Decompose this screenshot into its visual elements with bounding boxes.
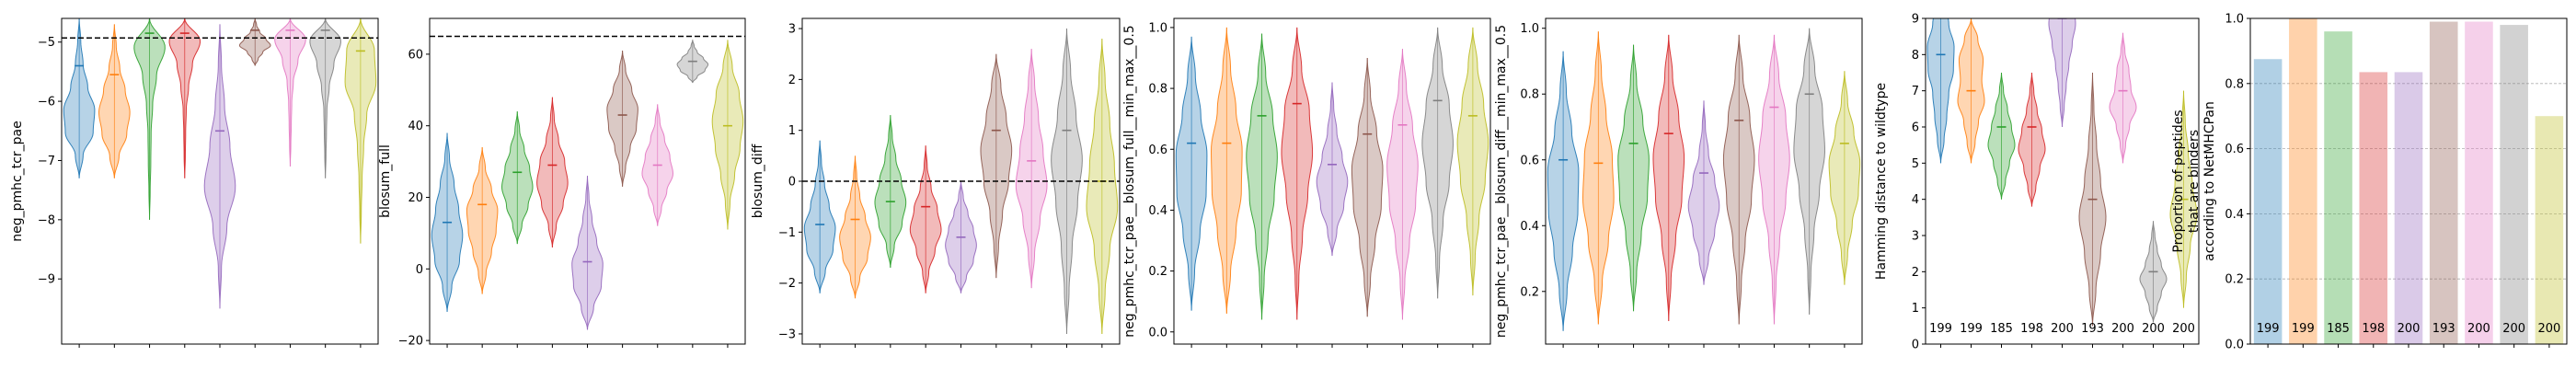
y-tick-label: 1 xyxy=(788,124,796,138)
count-label: 200 xyxy=(2537,322,2560,336)
y-tick-label: 0.6 xyxy=(1148,144,1167,157)
y-tick-label: 2 xyxy=(788,74,796,87)
y-tick-label: 0.2 xyxy=(1520,285,1539,299)
y-tick-label: 0.4 xyxy=(1148,204,1167,218)
bar xyxy=(2394,72,2423,344)
y-tick-label: 0.4 xyxy=(1520,220,1539,234)
y-tick-label: 3 xyxy=(788,23,796,37)
panel-7: 199 199 185 198 200 193 200 200 200 0.0 0.2 0.4 0.6 0… xyxy=(2171,13,2568,352)
plot-area xyxy=(63,18,377,309)
y-tick-label: 1.0 xyxy=(2225,13,2244,27)
y-tick-label: 9 xyxy=(1912,13,1919,27)
y-tick-label: 8 xyxy=(1912,49,1919,63)
plot-area xyxy=(2253,18,2564,344)
y-tick-label: 0.2 xyxy=(1148,265,1167,279)
count-label: 200 xyxy=(2142,322,2165,336)
bar xyxy=(2289,18,2317,344)
y-tick-label: 0.6 xyxy=(1520,154,1539,167)
bar xyxy=(2359,72,2388,344)
bar xyxy=(2324,31,2352,344)
y-axis-label: Hamming distance to wildtype xyxy=(1874,83,1889,280)
y-tick-label: 60 xyxy=(408,48,423,62)
plot-area xyxy=(803,29,1119,334)
bar xyxy=(2253,59,2283,344)
y-tick-label: 0.6 xyxy=(2225,143,2244,156)
y-tick-label: 7 xyxy=(1912,85,1919,98)
bar xyxy=(2465,21,2493,344)
y-tick-label: 0 xyxy=(1912,339,1919,352)
y-tick-label: 4 xyxy=(1912,193,1919,207)
bar xyxy=(2500,25,2528,344)
panel-6: 199 199 185 198 200 193 200 200 200 0 1 2 3 4 5 6 7 8 9 Ham… xyxy=(1874,13,2200,352)
y-axis-label: Proportion of peptidesthat are bindersac… xyxy=(2171,101,2217,261)
panel-2: −20 0 20 40 60 blosum_full xyxy=(378,17,746,349)
y-tick-label: −7 xyxy=(38,155,55,168)
count-label: 200 xyxy=(2051,322,2074,336)
plot-area xyxy=(1547,28,1861,331)
y-tick-label: 6 xyxy=(1912,121,1919,135)
bar xyxy=(2535,116,2564,344)
count-label: 200 xyxy=(2502,322,2525,336)
y-tick-label: 0.8 xyxy=(2225,77,2244,91)
panel-3: −3 −2 −1 0 1 2 3 blosum_diff xyxy=(751,17,1121,348)
y-tick-label: −1 xyxy=(778,226,796,240)
y-tick-label: 5 xyxy=(1912,157,1919,171)
count-label: 198 xyxy=(2020,322,2043,336)
plot-area xyxy=(431,40,744,330)
count-label: 193 xyxy=(2432,322,2455,336)
count-label: 199 xyxy=(1929,322,1952,336)
y-tick-label: −20 xyxy=(398,335,423,349)
y-tick-label: −2 xyxy=(778,277,796,291)
y-tick-label: −8 xyxy=(38,213,55,227)
panel-4: 0.0 0.2 0.4 0.6 0.8 1.0 neg_pmhc_tcr_pae__blos… xyxy=(1122,17,1491,348)
y-tick-label: 0.0 xyxy=(1148,326,1167,339)
y-tick-label: 2 xyxy=(1912,266,1919,280)
count-label: 200 xyxy=(2398,322,2421,336)
y-tick-label: 40 xyxy=(408,120,423,133)
y-tick-label: 1 xyxy=(1912,302,1919,316)
plot-area xyxy=(1175,27,1489,320)
y-tick-label: 0.8 xyxy=(1520,88,1539,102)
y-axis-label: blosum_full xyxy=(378,144,393,218)
y-axis-label: neg_pmhc_tcr_pae__blosum_full__min_max__… xyxy=(1122,25,1137,337)
count-label: 193 xyxy=(2081,322,2104,336)
bar xyxy=(2429,21,2458,344)
y-tick-label: −9 xyxy=(38,273,55,287)
panel-5: 0.2 0.4 0.6 0.8 1.0 neg_pmhc_tcr_pae__blosum_… xyxy=(1494,17,1863,348)
y-axis-label: neg_pmhc_tcr_pae__blosum_diff__min_max__… xyxy=(1494,25,1509,338)
y-axis-label: blosum_diff xyxy=(751,144,765,218)
y-tick-label: 1.0 xyxy=(1148,21,1167,35)
count-label: 200 xyxy=(2111,322,2134,336)
count-label: 199 xyxy=(2292,322,2315,336)
y-tick-label: 0.2 xyxy=(2225,273,2244,287)
count-label: 200 xyxy=(2172,322,2195,336)
y-tick-label: −6 xyxy=(38,96,55,109)
count-label: 199 xyxy=(1960,322,1983,336)
y-tick-label: 20 xyxy=(408,191,423,205)
y-tick-label: 0.4 xyxy=(2225,208,2244,222)
panel-1: −9 −8 −7 −6 −5 neg_pmhc_tcr_pae xyxy=(10,17,379,348)
count-label: 199 xyxy=(2257,322,2280,336)
y-tick-label: 3 xyxy=(1912,230,1919,244)
y-tick-label: 0.8 xyxy=(1148,83,1167,97)
y-tick-label: 0 xyxy=(416,263,423,277)
plot-area xyxy=(1926,18,2198,327)
count-label: 185 xyxy=(1990,322,2013,336)
count-label: 185 xyxy=(2327,322,2350,336)
y-tick-label: −3 xyxy=(778,328,796,341)
y-tick-label: 0.0 xyxy=(2225,339,2244,352)
count-label: 200 xyxy=(2467,322,2490,336)
y-tick-label: 1.0 xyxy=(1520,22,1539,36)
y-axis-label: neg_pmhc_tcr_pae xyxy=(10,121,25,242)
count-label: 198 xyxy=(2362,322,2385,336)
y-tick-label: 0 xyxy=(788,176,796,190)
y-tick-label: −5 xyxy=(38,36,55,50)
